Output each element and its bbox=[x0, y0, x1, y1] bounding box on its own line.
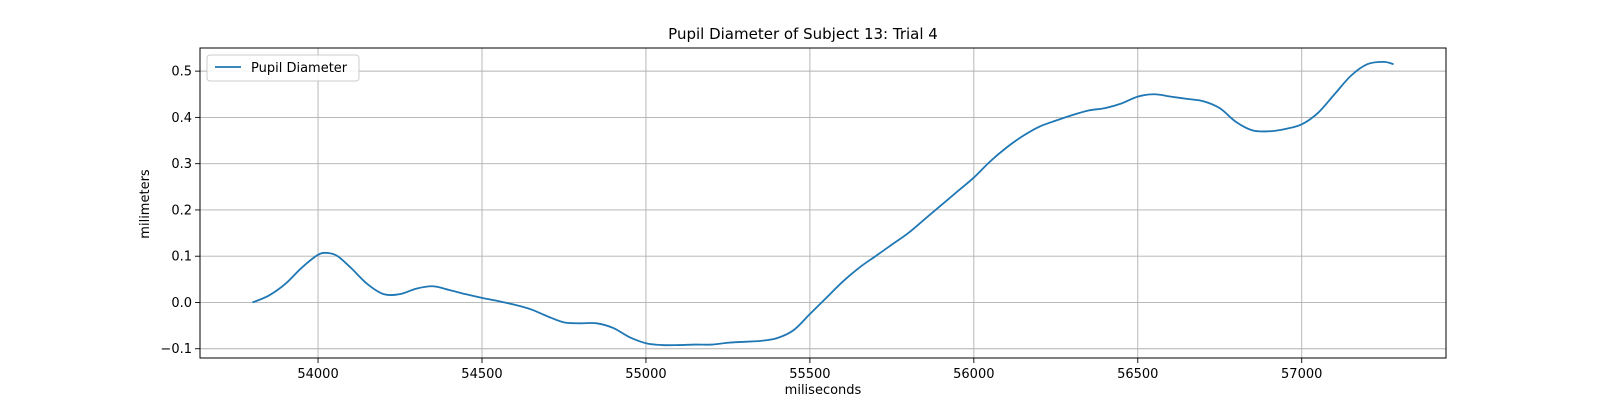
x-tick-label: 54500 bbox=[461, 367, 502, 382]
x-axis: 54000 54500 55000 55500 56000 56500 57000 bbox=[297, 358, 1322, 382]
x-tick-label: 56000 bbox=[953, 367, 994, 382]
x-axis-label: miliseconds bbox=[785, 383, 862, 398]
chart-title: Pupil Diameter of Subject 13: Trial 4 bbox=[668, 25, 938, 43]
x-tick-label: 55500 bbox=[789, 367, 830, 382]
plot-frame bbox=[199, 47, 1447, 359]
legend-box bbox=[206, 54, 360, 82]
y-axis: −0.1 0.0 0.1 0.2 0.3 0.4 0.5 bbox=[160, 65, 200, 357]
legend-label: Pupil Diameter bbox=[251, 61, 348, 76]
y-tick-label: 0.2 bbox=[171, 203, 192, 218]
y-tick-label: 0.1 bbox=[171, 250, 192, 265]
y-tick-label: 0.3 bbox=[171, 157, 192, 172]
x-tick-label: 57000 bbox=[1281, 367, 1322, 382]
legend: Pupil Diameter bbox=[206, 54, 360, 82]
y-tick-label: 0.0 bbox=[171, 296, 192, 311]
x-tick-label: 55000 bbox=[625, 367, 666, 382]
y-axis-label: milimeters bbox=[138, 169, 153, 239]
grid bbox=[200, 48, 1446, 358]
x-tick-label: 54000 bbox=[297, 367, 338, 382]
y-tick-label: 0.5 bbox=[171, 65, 192, 80]
series-line-pupil-diameter bbox=[252, 60, 1394, 347]
series-layer bbox=[252, 60, 1394, 347]
x-tick-label: 56500 bbox=[1117, 367, 1158, 382]
y-tick-label: −0.1 bbox=[160, 342, 192, 357]
y-tick-label: 0.4 bbox=[171, 111, 192, 126]
